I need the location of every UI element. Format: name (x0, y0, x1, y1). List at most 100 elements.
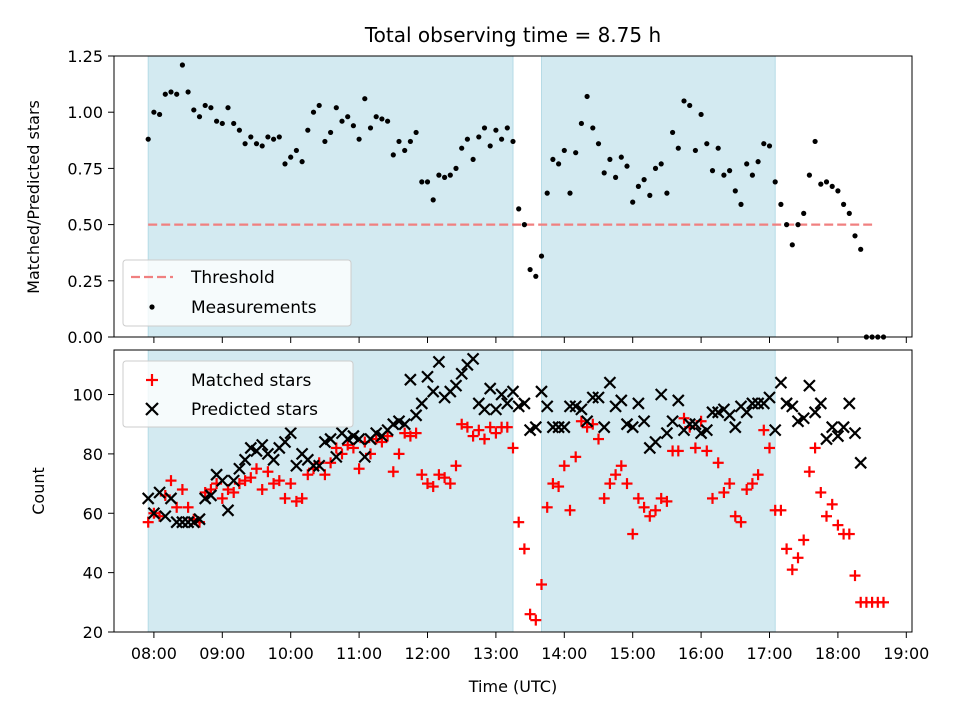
measurement-point-9 (196, 114, 203, 120)
legend-matched-swatch (146, 374, 158, 386)
predicted-point-96 (689, 417, 702, 431)
predicted-point-59 (478, 403, 491, 416)
predicted-point-93 (672, 394, 685, 407)
legend-measurements-label: Measurements (191, 298, 317, 318)
measurement-point-122 (841, 201, 847, 207)
matched-point-107 (752, 469, 764, 481)
measurement-point-22 (271, 136, 277, 142)
bottom-y-tick-label-3: 80 (83, 445, 103, 464)
predicted-point-38 (358, 450, 372, 464)
top-y-ticks: 0.00 0.25 0.50 0.75 1.00 1.25 (67, 47, 114, 347)
measurement-point-101 (721, 172, 727, 178)
matched-point-25 (285, 478, 297, 490)
matched-point-80 (598, 492, 610, 504)
measurement-point-46 (407, 138, 413, 145)
top-y-tick-label-2: 0.50 (67, 216, 103, 235)
measurement-point-4 (168, 89, 174, 95)
matched-point-59 (479, 433, 490, 445)
predicted-point-24 (278, 435, 292, 449)
measurement-point-38 (362, 96, 368, 102)
measurement-point-73 (561, 147, 567, 154)
matched-point-73 (558, 460, 570, 472)
predicted-point-69 (535, 385, 548, 398)
measurement-point-93 (675, 145, 681, 151)
measurement-point-55 (459, 145, 465, 151)
measurement-point-81 (607, 156, 613, 163)
matched-point-61 (490, 427, 502, 439)
measurement-point-39 (367, 125, 374, 131)
measurement-point-117 (812, 138, 818, 145)
predicted-point-11 (204, 489, 218, 502)
matched-point-48 (416, 469, 428, 481)
matched-point-57 (467, 430, 479, 442)
matched-point-27 (296, 492, 308, 504)
matched-point-102 (724, 478, 736, 490)
predicted-point-80 (597, 420, 611, 434)
bottom-panel: 20 40 60 80 100 08:00 09:00 10:00 11:00 12:00 13:… (29, 349, 929, 696)
measurement-point-53 (447, 172, 453, 178)
measurement-point-16 (236, 127, 242, 133)
measurement-point-108 (761, 141, 767, 147)
predicted-point-120 (825, 420, 839, 434)
matched-point-115 (798, 534, 810, 546)
measurement-point-45 (402, 147, 408, 154)
predicted-point-87 (637, 414, 651, 428)
matched-point-124 (849, 570, 861, 582)
predicted-point-37 (352, 432, 366, 446)
measurement-point-97 (698, 111, 704, 118)
x-tick-label-10: 18:00 (815, 644, 861, 663)
measurement-point-57 (470, 156, 476, 163)
matched-point-53 (444, 478, 456, 490)
measurement-point-10 (202, 102, 208, 109)
matched-point-63 (501, 421, 513, 433)
measurement-point-79 (595, 141, 602, 147)
predicted-point-7 (181, 515, 195, 529)
measurement-point-61 (493, 127, 499, 133)
measurement-point-100 (715, 145, 721, 151)
matched-point-98 (701, 445, 713, 457)
predicted-point-98 (700, 423, 714, 437)
matched-point-71 (547, 478, 559, 490)
matched-point-123 (843, 528, 855, 540)
matched-point-76 (575, 415, 587, 427)
predicted-point-48 (415, 397, 429, 410)
predicted-point-73 (558, 420, 571, 434)
measurement-point-94 (681, 98, 687, 104)
matched-point-105 (741, 484, 753, 496)
measurement-point-51 (436, 172, 442, 178)
predicted-point-78 (586, 391, 600, 404)
measurement-point-87 (641, 177, 647, 183)
predicted-point-55 (455, 367, 468, 381)
predicted-point-4 (164, 492, 178, 505)
measurement-point-62 (499, 136, 505, 142)
predicted-point-17 (238, 453, 252, 467)
matched-point-106 (746, 478, 758, 490)
measurement-point-120 (829, 183, 835, 189)
bottom-y-ticks: 20 40 60 80 100 (72, 386, 114, 642)
measurement-point-69 (538, 253, 545, 259)
measurement-point-13 (219, 120, 225, 127)
measurement-point-60 (487, 143, 493, 149)
measurement-point-34 (339, 118, 345, 124)
matched-point-24 (279, 492, 291, 504)
measurement-point-114 (795, 222, 801, 228)
measurement-point-56 (464, 136, 470, 142)
measurement-point-110 (772, 179, 778, 185)
measurement-point-2 (157, 111, 163, 118)
matched-point-116 (803, 466, 815, 478)
predicted-point-99 (706, 406, 719, 419)
predicted-point-29 (307, 459, 320, 473)
top-y-tick-label-0: 0.00 (67, 328, 103, 347)
measurement-point-17 (242, 141, 248, 147)
measurement-point-50 (430, 197, 436, 203)
matched-point-46 (404, 430, 416, 442)
measurement-point-40 (373, 114, 379, 120)
predicted-point-72 (552, 420, 565, 434)
x-tick-label-9: 17:00 (746, 644, 792, 663)
matched-point-66 (518, 543, 530, 555)
matched-point-52 (439, 472, 451, 484)
matched-point-91 (661, 495, 673, 507)
measurement-point-115 (801, 210, 807, 216)
measurement-point-28 (305, 127, 311, 133)
